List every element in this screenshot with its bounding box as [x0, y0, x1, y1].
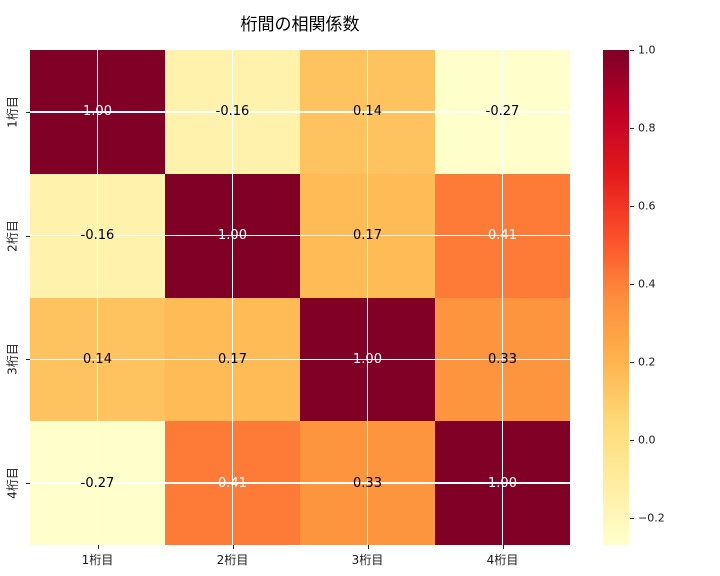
colorbar-tick — [630, 361, 634, 363]
colorbar — [603, 50, 629, 545]
x-tick — [232, 545, 234, 549]
cell-value: 1.00 — [83, 104, 112, 120]
cell-value: 0.17 — [353, 228, 382, 244]
x-axis-label: 4桁目 — [486, 553, 519, 567]
x-axis-label: 1桁目 — [81, 553, 114, 567]
colorbar-tick — [630, 205, 634, 207]
cell-value: 0.41 — [218, 475, 247, 491]
x-tick — [367, 545, 369, 549]
grid-line-horizontal — [30, 482, 570, 484]
colorbar-tick — [630, 50, 634, 51]
cell-value: -0.27 — [80, 475, 115, 491]
colorbar-tick — [630, 127, 634, 129]
x-tick — [502, 545, 504, 549]
y-axis-label: 2桁目 — [5, 219, 20, 252]
y-axis-label: 3桁目 — [5, 343, 20, 376]
grid-line-horizontal — [30, 234, 570, 237]
y-tick — [26, 235, 30, 237]
cell-value: -0.16 — [215, 104, 250, 120]
cell-value: 0.33 — [488, 351, 517, 367]
x-axis-label: 2桁目 — [216, 553, 249, 567]
colorbar-tick-label: −0.2 — [638, 511, 665, 525]
grid-line-vertical — [366, 50, 369, 545]
cell-value: 0.17 — [218, 351, 247, 367]
colorbar-tick-label: 0.2 — [638, 355, 656, 369]
grid-line-horizontal — [30, 111, 570, 113]
colorbar-tick-label: 0.4 — [638, 277, 656, 291]
cell-value: 1.00 — [488, 475, 517, 491]
x-axis-label: 3桁目 — [351, 553, 384, 567]
colorbar-tick-label: 1.0 — [638, 43, 656, 57]
cell-value: 0.33 — [353, 475, 382, 491]
chart-title: 桁間の相関係数 — [240, 15, 360, 35]
colorbar-tick-label: 0.8 — [638, 121, 656, 135]
colorbar-tick-label: 0.6 — [638, 199, 656, 213]
cell-value: -0.27 — [485, 104, 520, 120]
colorbar-tick — [630, 439, 634, 441]
x-tick — [97, 545, 99, 549]
cell-value: 1.00 — [218, 228, 247, 244]
y-tick — [26, 111, 30, 113]
cell-value: 0.41 — [488, 228, 517, 244]
grid-line-vertical — [96, 50, 99, 545]
colorbar-tick — [630, 283, 634, 285]
colorbar-tick-label: 0.0 — [638, 433, 656, 447]
grid-line-vertical — [231, 50, 234, 545]
grid-line-vertical — [501, 50, 504, 545]
y-axis-label: 1桁目 — [5, 96, 20, 128]
heatmap: 1.00 -0.16 0.14 -0.27 -0.16 1.00 0.17 0.41 0.14 0… — [30, 50, 570, 545]
y-tick — [26, 359, 30, 361]
colorbar-tick — [630, 517, 634, 519]
cell-value: 1.00 — [353, 351, 382, 367]
cell-value: 0.14 — [83, 351, 112, 367]
cell-value: -0.16 — [80, 228, 115, 244]
cell-value: 0.14 — [353, 104, 382, 120]
y-tick — [26, 483, 30, 485]
y-axis-label: 4桁目 — [5, 467, 20, 499]
grid-line-horizontal — [30, 358, 570, 361]
